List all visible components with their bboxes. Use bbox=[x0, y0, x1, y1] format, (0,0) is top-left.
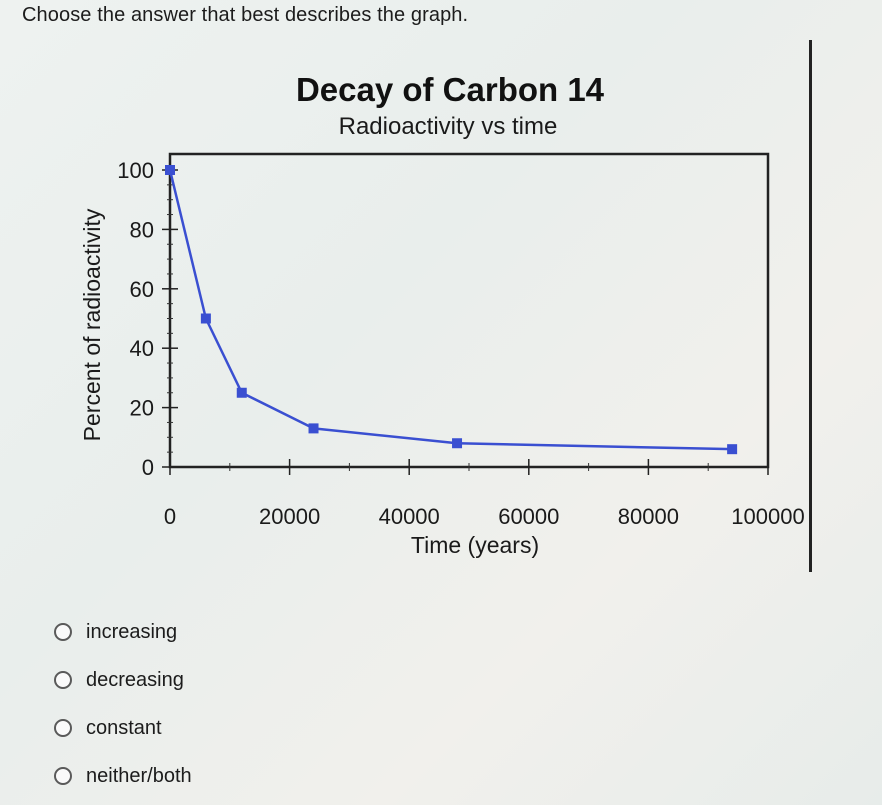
answer-options: increasing decreasing constant neither/b… bbox=[54, 608, 192, 800]
x-tick-label: 100000 bbox=[731, 504, 804, 529]
radio-circle-icon[interactable] bbox=[54, 623, 72, 641]
x-tick-label: 80000 bbox=[618, 504, 679, 529]
option-increasing[interactable]: increasing bbox=[54, 608, 192, 656]
divider-line bbox=[809, 40, 812, 572]
data-point bbox=[236, 387, 247, 398]
x-tick-label: 20000 bbox=[259, 504, 320, 529]
option-label: decreasing bbox=[86, 668, 184, 691]
radio-circle-icon[interactable] bbox=[54, 767, 72, 785]
x-tick-label: 0 bbox=[164, 504, 176, 529]
y-tick-label: 20 bbox=[130, 396, 154, 421]
y-tick-label: 40 bbox=[130, 336, 154, 361]
x-tick-label: 40000 bbox=[379, 504, 440, 529]
option-neither-both[interactable]: neither/both bbox=[54, 752, 192, 800]
option-label: constant bbox=[86, 716, 162, 739]
option-label: neither/both bbox=[86, 764, 192, 787]
radio-circle-icon[interactable] bbox=[54, 719, 72, 737]
y-axis-label: Percent of radioactivity bbox=[79, 208, 105, 441]
y-tick-label: 80 bbox=[130, 217, 154, 242]
x-axis-label: Time (years) bbox=[411, 532, 539, 558]
option-label: increasing bbox=[86, 620, 178, 643]
option-constant[interactable]: constant bbox=[54, 704, 192, 752]
data-point bbox=[165, 165, 175, 175]
question-text: Choose the answer that best describes th… bbox=[22, 4, 469, 26]
data-point bbox=[452, 438, 463, 449]
y-tick-label: 0 bbox=[142, 455, 154, 480]
option-decreasing[interactable]: decreasing bbox=[54, 656, 192, 704]
y-tick-label: 60 bbox=[130, 277, 154, 302]
plot-frame bbox=[168, 152, 770, 469]
y-tick-label: 100 bbox=[117, 158, 154, 183]
series-line bbox=[168, 169, 733, 451]
data-point bbox=[200, 313, 211, 324]
radio-circle-icon[interactable] bbox=[54, 671, 72, 689]
data-point bbox=[308, 423, 319, 434]
chart-title: Decay of Carbon 14 bbox=[296, 71, 605, 108]
data-point bbox=[727, 444, 738, 455]
x-tick-label: 60000 bbox=[498, 504, 559, 529]
chart-subtitle: Radioactivity vs time bbox=[339, 113, 558, 140]
